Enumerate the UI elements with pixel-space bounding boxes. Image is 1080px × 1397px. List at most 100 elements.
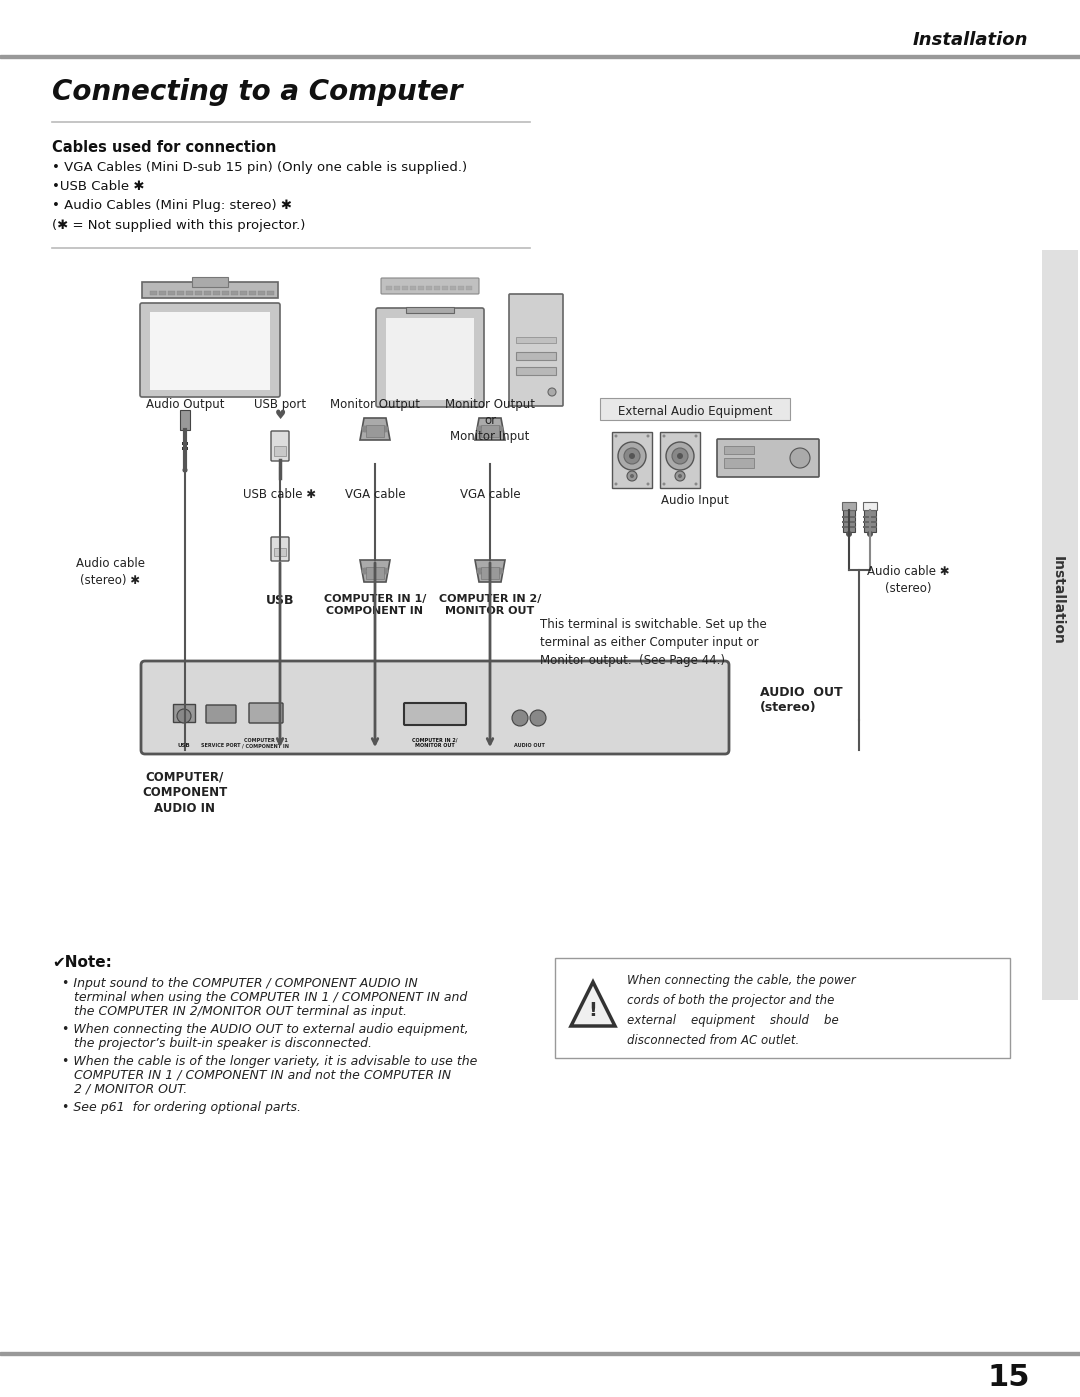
Bar [434, 286, 440, 291]
Text: Audio cable ✱
(stereo): Audio cable ✱ (stereo) [866, 564, 949, 595]
Circle shape [647, 434, 649, 437]
Circle shape [630, 474, 634, 478]
Bar [159, 291, 166, 295]
Text: Audio Input: Audio Input [661, 495, 729, 507]
Text: Monitor Output
or
Monitor Input: Monitor Output or Monitor Input [445, 398, 535, 443]
Text: Installation: Installation [1051, 556, 1065, 644]
Bar [386, 286, 392, 291]
Circle shape [382, 429, 383, 430]
Circle shape [662, 482, 665, 486]
Bar [406, 307, 454, 313]
Bar [660, 432, 700, 488]
FancyBboxPatch shape [271, 432, 289, 461]
Text: Audio cable
(stereo) ✱: Audio cable (stereo) ✱ [76, 557, 145, 587]
Circle shape [489, 429, 490, 430]
Circle shape [789, 448, 810, 468]
Circle shape [497, 570, 499, 571]
Bar [168, 291, 175, 295]
Circle shape [494, 429, 495, 430]
Text: VGA cable: VGA cable [345, 488, 405, 502]
Bar [366, 425, 384, 437]
Bar [458, 286, 464, 291]
Text: COMPUTER/
COMPONENT
AUDIO IN: COMPUTER/ COMPONENT AUDIO IN [143, 770, 228, 814]
Bar [1042, 250, 1078, 1000]
Bar [863, 515, 877, 518]
Bar [267, 291, 274, 295]
FancyBboxPatch shape [376, 307, 484, 407]
Circle shape [846, 531, 852, 536]
Text: USB cable ✱: USB cable ✱ [243, 488, 316, 502]
Bar [274, 446, 286, 455]
Text: disconnected from AC outlet.: disconnected from AC outlet. [627, 1034, 799, 1046]
Bar [555, 958, 1010, 1058]
Text: cords of both the projector and the: cords of both the projector and the [627, 995, 835, 1007]
Bar [394, 286, 400, 291]
Polygon shape [475, 560, 505, 583]
Circle shape [624, 448, 640, 464]
Bar [150, 312, 270, 390]
Text: Monitor Output: Monitor Output [330, 398, 420, 411]
Circle shape [476, 567, 484, 574]
Bar [0, 1352, 1080, 1355]
Bar [516, 352, 556, 360]
Text: external    equipment    should    be: external equipment should be [627, 1014, 839, 1027]
Bar [516, 367, 556, 374]
Text: terminal when using the COMPUTER IN 1 / COMPONENT IN and: terminal when using the COMPUTER IN 1 / … [62, 990, 468, 1004]
Bar [366, 567, 384, 578]
Circle shape [867, 531, 873, 536]
Bar [402, 286, 408, 291]
Text: COMPUTER IN 1
/ COMPONENT IN: COMPUTER IN 1 / COMPONENT IN [243, 738, 289, 747]
FancyBboxPatch shape [404, 703, 465, 725]
Circle shape [374, 429, 376, 430]
Text: This terminal is switchable. Set up the
terminal as either Computer input or
Mon: This terminal is switchable. Set up the … [540, 617, 767, 666]
Circle shape [662, 434, 665, 437]
Text: ♥: ♥ [274, 409, 285, 422]
Bar [204, 291, 211, 295]
Text: the COMPUTER IN 2/MONITOR OUT terminal as input.: the COMPUTER IN 2/MONITOR OUT terminal a… [62, 1004, 407, 1018]
FancyBboxPatch shape [509, 293, 563, 407]
Text: COMPUTER IN 1 / COMPONENT IN and not the COMPUTER IN: COMPUTER IN 1 / COMPONENT IN and not the… [62, 1069, 451, 1083]
Bar [192, 277, 228, 286]
Circle shape [183, 468, 188, 472]
Text: External Audio Equipment: External Audio Equipment [618, 405, 772, 418]
Bar [863, 527, 877, 528]
Bar [258, 291, 265, 295]
Bar [863, 521, 877, 522]
Bar [173, 704, 195, 722]
Circle shape [678, 474, 681, 478]
Bar [842, 521, 856, 522]
Bar [231, 291, 238, 295]
Circle shape [489, 570, 490, 571]
Text: 2 / MONITOR OUT.: 2 / MONITOR OUT. [62, 1083, 187, 1097]
Text: (✱ = Not supplied with this projector.): (✱ = Not supplied with this projector.) [52, 218, 306, 232]
Bar [442, 286, 448, 291]
Circle shape [694, 482, 698, 486]
FancyBboxPatch shape [249, 703, 283, 724]
Circle shape [494, 570, 495, 571]
Circle shape [666, 441, 694, 469]
Text: AUDIO OUT: AUDIO OUT [514, 743, 544, 747]
Bar [842, 527, 856, 528]
Circle shape [694, 434, 698, 437]
Bar [240, 291, 247, 295]
Text: VGA cable: VGA cable [460, 488, 521, 502]
Bar [410, 286, 416, 291]
Bar [600, 398, 789, 420]
Circle shape [548, 388, 556, 395]
Bar [222, 291, 229, 295]
Bar [481, 567, 499, 578]
Bar [724, 446, 754, 454]
Bar [426, 286, 432, 291]
Circle shape [382, 570, 383, 571]
Circle shape [615, 434, 618, 437]
Circle shape [482, 429, 483, 430]
Bar [274, 548, 286, 556]
Bar [195, 291, 202, 295]
Bar [186, 291, 193, 295]
Text: When connecting the cable, the power: When connecting the cable, the power [627, 974, 855, 988]
Circle shape [675, 471, 685, 481]
Polygon shape [571, 982, 615, 1025]
Circle shape [627, 471, 637, 481]
Bar [864, 510, 876, 532]
Circle shape [374, 570, 376, 571]
